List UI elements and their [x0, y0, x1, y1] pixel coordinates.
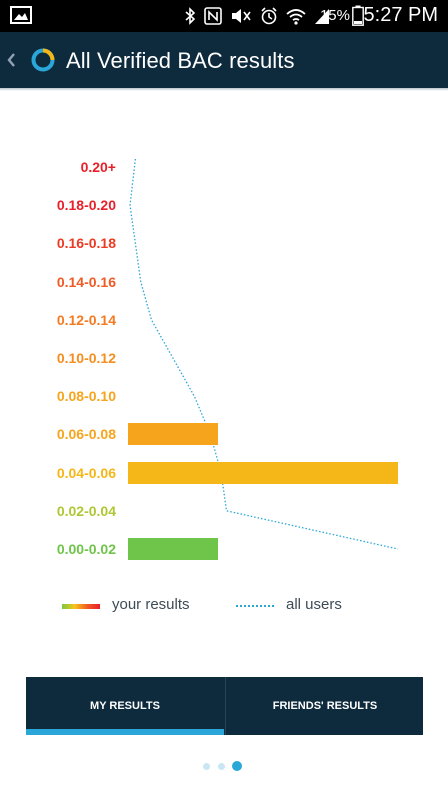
all-users-line-layer — [129, 158, 399, 550]
nfc-icon — [204, 7, 222, 25]
page-dot[interactable] — [218, 763, 225, 770]
category-label: 0.16-0.18 — [56, 235, 116, 252]
alarm-icon — [261, 7, 277, 25]
status-bar: 15% 5:27 PM — [0, 0, 448, 32]
your-results-bar — [128, 423, 218, 446]
category-label: 0.06-0.08 — [56, 426, 116, 443]
results-tabs: MY RESULTS FRIENDS' RESULTS — [26, 677, 423, 735]
app-logo-icon — [31, 48, 55, 72]
your-results-swatch — [62, 604, 100, 609]
tab-my-results[interactable]: MY RESULTS — [90, 700, 160, 712]
category-label: 0.12-0.14 — [56, 311, 116, 328]
status-icons — [184, 5, 330, 27]
category-label: 0.08-0.10 — [56, 388, 116, 405]
tab-friends-results[interactable]: FRIENDS' RESULTS — [225, 677, 424, 735]
page-title: All Verified BAC results — [66, 48, 295, 73]
page-dot[interactable] — [203, 763, 210, 770]
category-label: 0.00-0.02 — [56, 541, 116, 557]
clock: 5:27 PM — [363, 4, 438, 26]
wifi-icon — [286, 9, 306, 25]
category-label: 0.18-0.20 — [56, 197, 116, 214]
back-chevron-icon[interactable] — [4, 48, 18, 72]
bluetooth-icon — [185, 7, 196, 25]
app-bar-shadow — [0, 88, 448, 91]
legend-your-results: your results — [112, 596, 190, 613]
gallery-notification-icon — [10, 6, 32, 24]
bac-distribution-chart: 0.20+ 0.18-0.20 0.16-0.18 0.14-0.16 0.12-0.1… — [0, 100, 448, 580]
all-users-line — [129, 158, 399, 550]
chart-legend: your results all users — [0, 590, 448, 620]
category-label: 0.02-0.04 — [56, 502, 116, 519]
tab-selected-indicator — [26, 729, 224, 735]
category-label: 0.20+ — [80, 159, 116, 175]
page-dot-active[interactable] — [232, 761, 242, 771]
your-results-bar — [128, 461, 398, 484]
mute-icon — [232, 9, 251, 23]
category-label: 0.04-0.06 — [56, 464, 116, 481]
page-indicator — [0, 760, 448, 772]
battery-percent: 15% — [319, 7, 350, 24]
app-bar: All Verified BAC results — [0, 32, 448, 88]
your-results-bar — [128, 538, 218, 560]
signal-icon — [315, 9, 329, 24]
legend-all-users: all users — [286, 596, 342, 613]
battery-icon — [352, 5, 364, 26]
category-label: 0.14-0.16 — [56, 273, 116, 290]
all-users-swatch — [236, 605, 274, 607]
category-label: 0.10-0.12 — [56, 350, 116, 366]
